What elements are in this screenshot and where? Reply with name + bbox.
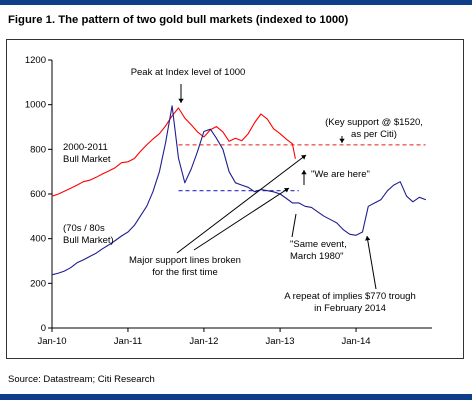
annotation-peak-arrow-head [178,98,184,103]
annotation-key-support: as per Citi) [351,129,397,140]
y-tick-label-400: 400 [30,234,46,245]
annotation-support-broken: Major support lines broken [129,255,241,266]
y-tick-label-800: 800 [30,144,46,155]
annotation-same-event-pointer [291,213,297,238]
figure-title: Figure 1. The pattern of two gold bull m… [8,14,349,26]
annotation-2000-2011-label: 2000-2011 [63,142,108,153]
x-tick-label-Jan-13: Jan-13 [266,336,295,347]
x-tick-label-Jan-14: Jan-14 [342,336,371,347]
annotation-2000-2011-label: Bull Market [63,154,111,165]
bottom-rule [0,394,472,400]
annotation-we-are-here-arrow-head [301,170,307,175]
annotation-key-support-arrow-head [339,138,345,143]
series-70s-80s-line [51,105,427,276]
source-note: Source: Datastream; Citi Research [8,374,155,385]
annotation-trough-arrow [366,235,377,290]
annotation-70s-80s-label: (70s / 80s [63,223,105,234]
y-tick-label-0: 0 [41,323,46,334]
annotation-key-support: (Key support @ $1520, [325,117,423,128]
annotation-trough: A repeat of implies $770 trough [284,291,416,302]
annotation-peak: Peak at Index level of 1000 [131,67,246,78]
x-tick-label-Jan-12: Jan-12 [189,336,218,347]
y-tick-label-1000: 1000 [25,100,46,111]
annotation-trough-arrow-head [365,236,371,241]
series-2000-2011-line [51,107,296,197]
annotation-support-broken-arrow-red [176,154,307,254]
annotation-trough: in February 2014 [314,303,386,314]
annotation-same-event: March 1980" [290,251,344,262]
x-tick-label-Jan-11: Jan-11 [114,336,142,347]
annotation-we-are-here: "We are here" [311,169,370,180]
x-tick-label-Jan-10: Jan-10 [37,336,66,347]
annotation-70s-80s-label: Bull Market) [63,235,114,246]
y-tick-label-200: 200 [30,278,46,289]
y-tick-label-600: 600 [30,189,46,200]
annotation-support-broken: for the first time [152,267,217,278]
y-tick-label-1200: 1200 [25,55,46,66]
top-rule [0,0,472,5]
annotation-support-broken-arrow-blue-head [284,188,289,193]
chart-frame [6,39,464,359]
annotation-support-broken-arrow-red-head [301,155,306,160]
annotation-same-event: "Same event, [290,239,347,250]
annotation-support-broken-arrow-blue [193,187,290,251]
